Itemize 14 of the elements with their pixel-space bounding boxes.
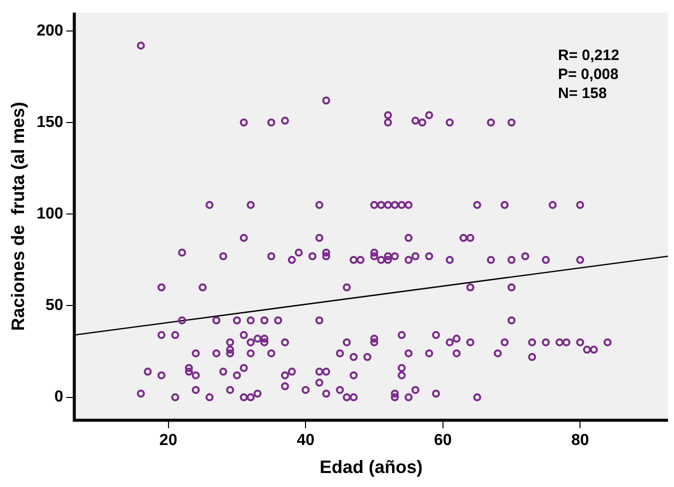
y-tick-label: 150 [36, 114, 64, 131]
x-tick-label: 20 [159, 432, 178, 450]
y-tick-label: 200 [36, 22, 64, 40]
x-axis-title: Edad (años) [320, 457, 423, 478]
y-tick-label: 100 [36, 206, 64, 223]
y-tick-label: 0 [54, 388, 64, 406]
annotation: P= 0,008 [558, 66, 618, 84]
y-tick-label: 50 [46, 297, 64, 314]
x-tick-label: 60 [434, 432, 452, 450]
x-tick-label: 80 [571, 432, 590, 450]
annotation: R= 0,212 [558, 47, 620, 64]
y-axis-title: Raciones de fruta (al mes) [8, 102, 28, 331]
x-tick-label: 40 [296, 432, 315, 450]
annotation: N= 158 [558, 85, 607, 102]
